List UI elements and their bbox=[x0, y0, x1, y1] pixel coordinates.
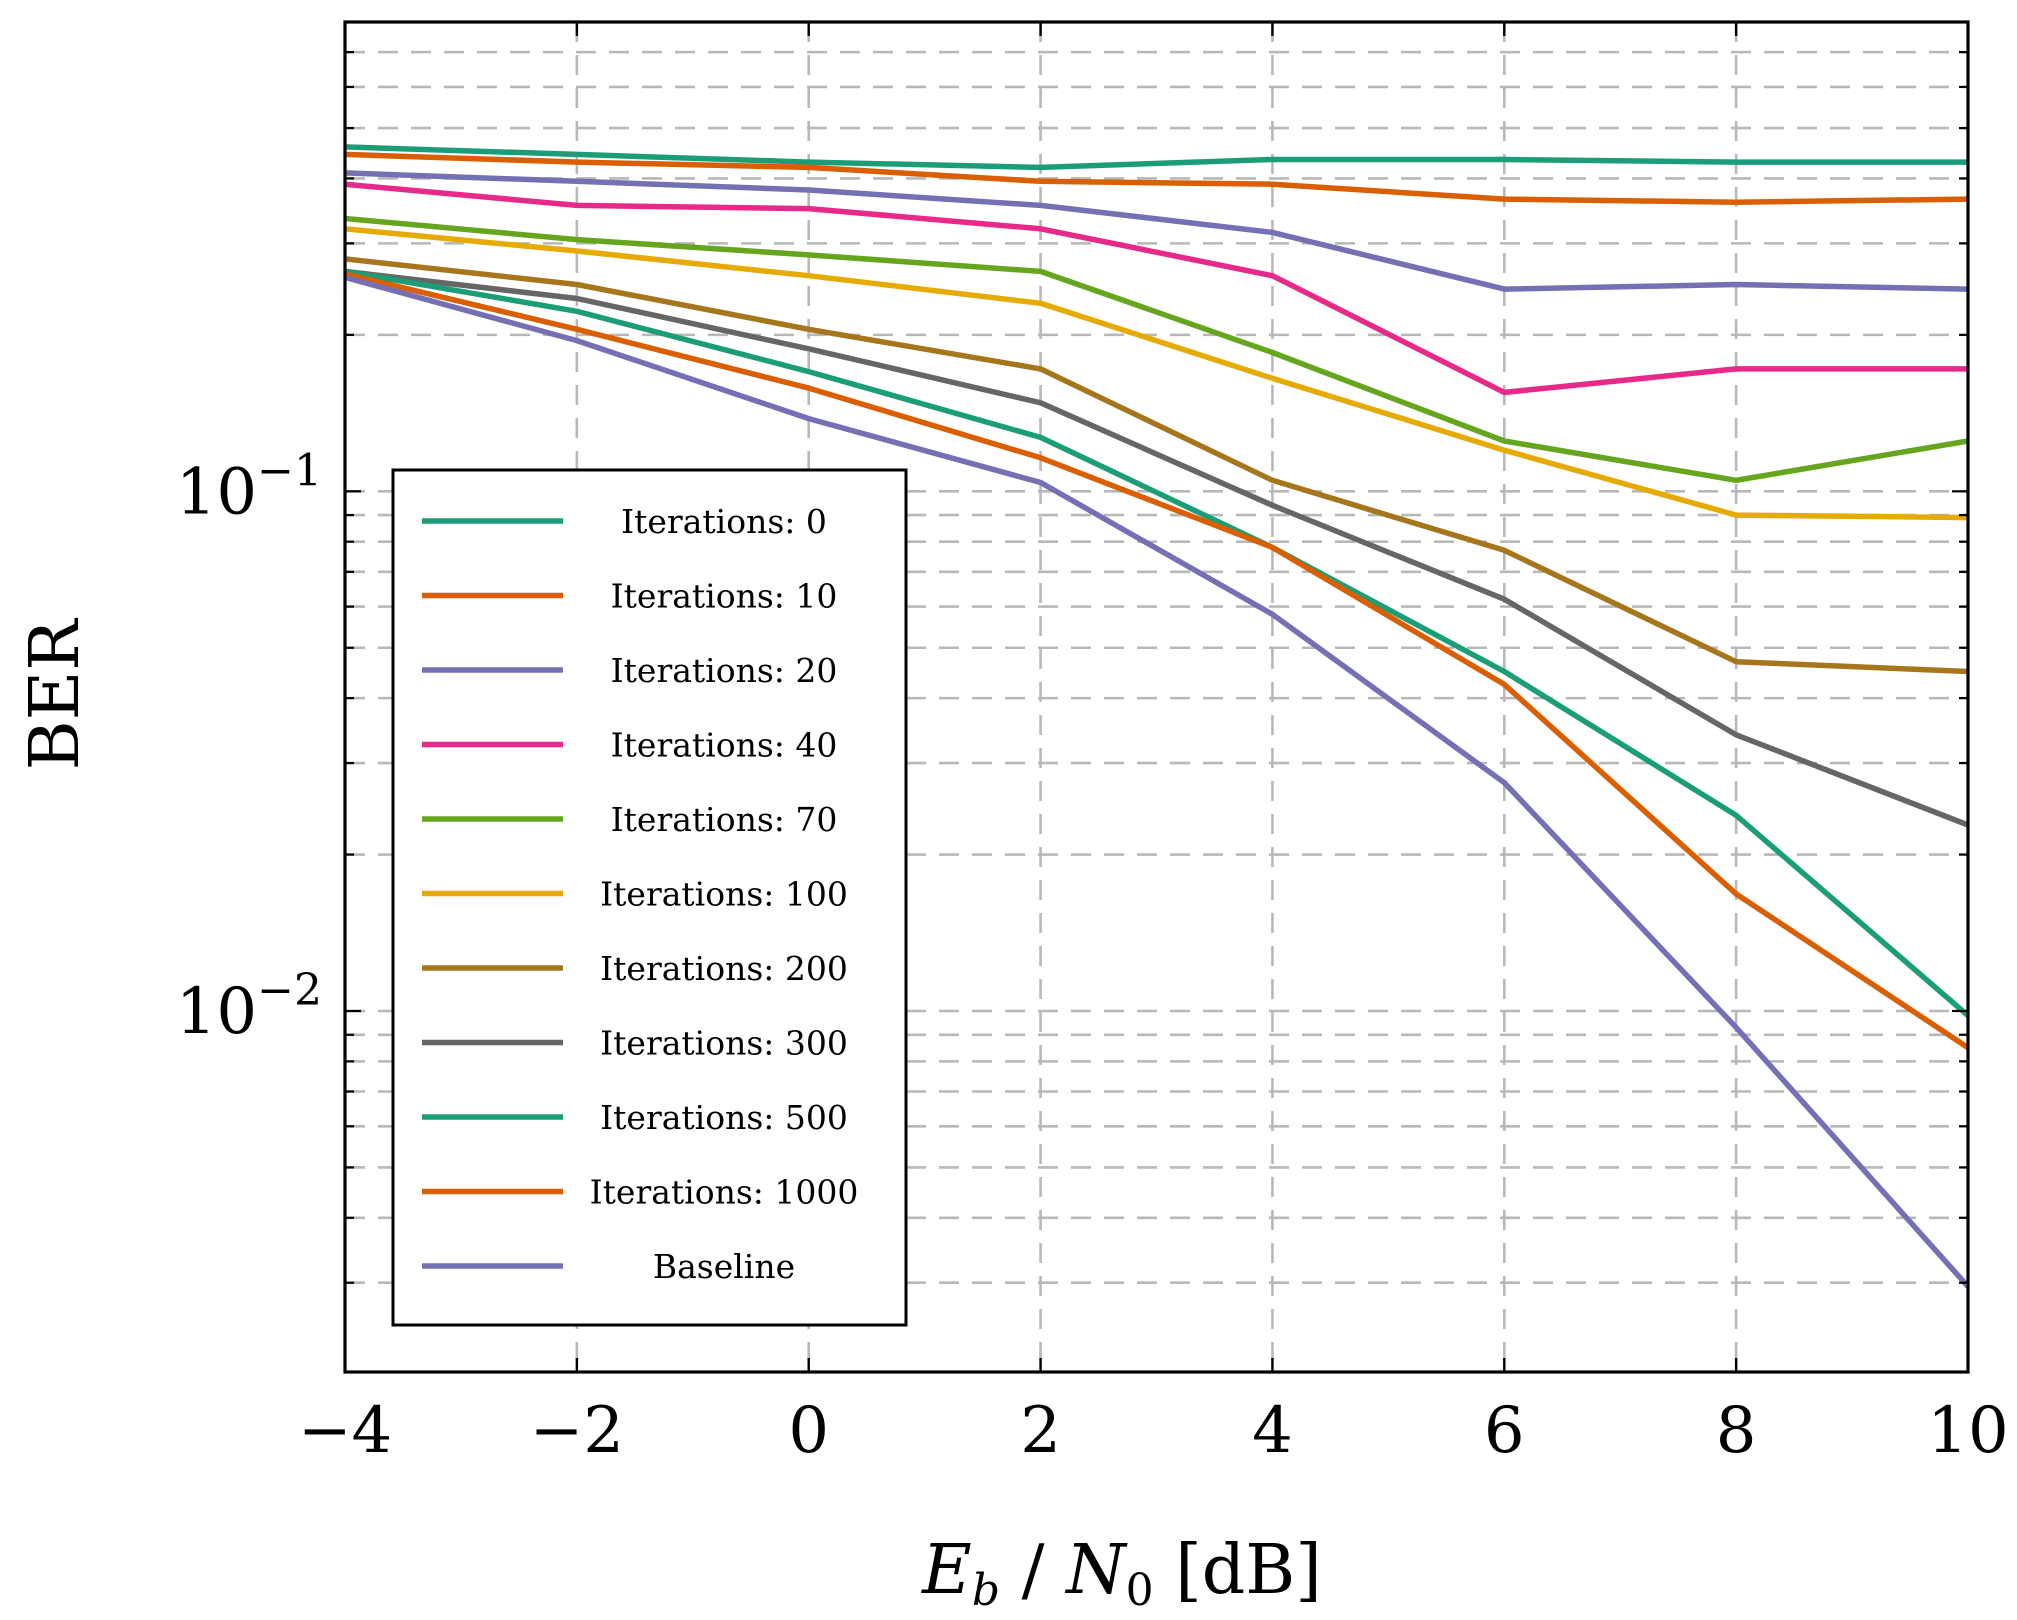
legend-item: Iterations: 200 bbox=[422, 949, 848, 988]
y-tick-label: 10−1 bbox=[176, 445, 322, 529]
series-line-8 bbox=[344, 268, 1969, 828]
series-line-1 bbox=[344, 144, 1968, 171]
series-line-5 bbox=[344, 215, 1969, 484]
series-line-10 bbox=[344, 271, 1970, 1050]
series-line-11 bbox=[344, 274, 1971, 1289]
legend-label: Iterations: 70 bbox=[611, 800, 838, 839]
x-tick-label: 0 bbox=[788, 1394, 829, 1468]
legend-item: Iterations: 100 bbox=[422, 875, 848, 914]
legend-item: Iterations: 500 bbox=[422, 1098, 848, 1137]
legend-item: Baseline bbox=[422, 1247, 795, 1286]
legend-label: Iterations: 1000 bbox=[590, 1173, 859, 1212]
x-tick-labels: −4 −2 0 2 4 6 8 10 bbox=[298, 1394, 2009, 1468]
y-tick-base: 10 bbox=[176, 455, 257, 529]
legend-item: Iterations: 1000 bbox=[422, 1173, 858, 1212]
legend-item: Iterations: 40 bbox=[422, 726, 837, 765]
x-tick-label: 10 bbox=[1927, 1394, 2008, 1468]
x-tick-label: −4 bbox=[298, 1394, 392, 1468]
series-line-9 bbox=[344, 268, 1970, 1018]
x-tick-label: 4 bbox=[1252, 1394, 1293, 1468]
x-tick-label: 6 bbox=[1484, 1394, 1525, 1468]
legend: Iterations: 0 Iterations: 10 Iterations: 2… bbox=[391, 468, 908, 1327]
x-tick-label: 8 bbox=[1716, 1394, 1757, 1468]
legend-item: Iterations: 70 bbox=[422, 800, 837, 839]
legend-item: Iterations: 20 bbox=[422, 651, 837, 690]
series-line-4 bbox=[344, 181, 1968, 396]
legend-item: Iterations: 10 bbox=[422, 577, 837, 616]
x-tick-label: −2 bbox=[530, 1394, 624, 1468]
y-tick-base: 10 bbox=[176, 975, 257, 1049]
x-axis-title: Eb / N0 [dB] bbox=[920, 1531, 1322, 1616]
y-tick-exp: −2 bbox=[257, 965, 322, 1016]
legend-item: Iterations: 300 bbox=[422, 1024, 848, 1063]
axis-ticks bbox=[343, 22, 1970, 1372]
legend-label: Iterations: 200 bbox=[600, 949, 848, 988]
legend-label: Iterations: 100 bbox=[600, 875, 848, 914]
legend-box bbox=[391, 468, 908, 1327]
y-axis-title: BER bbox=[16, 618, 95, 771]
legend-label: Iterations: 10 bbox=[611, 577, 838, 616]
legend-label: Iterations: 500 bbox=[600, 1098, 848, 1137]
y-tick-labels: 10−110−2 bbox=[176, 445, 322, 1049]
legend-label: Baseline bbox=[653, 1247, 795, 1286]
legend-label: Iterations: 300 bbox=[600, 1024, 848, 1063]
x-tick-label: 2 bbox=[1020, 1394, 1061, 1468]
legend-label: Iterations: 20 bbox=[611, 651, 838, 690]
y-tick-label: 10−2 bbox=[176, 965, 322, 1049]
legend-label: Iterations: 40 bbox=[611, 726, 838, 765]
legend-label: Iterations: 0 bbox=[621, 502, 827, 541]
legend-item: Iterations: 0 bbox=[422, 502, 827, 541]
series-lines bbox=[344, 144, 1971, 1289]
y-tick-exp: −1 bbox=[257, 445, 322, 496]
series-line-6 bbox=[344, 226, 1969, 521]
series-line-3 bbox=[344, 170, 1969, 292]
series-line-2 bbox=[344, 151, 1969, 205]
plot-frame bbox=[343, 20, 1970, 1374]
series-line-7 bbox=[344, 256, 1969, 675]
